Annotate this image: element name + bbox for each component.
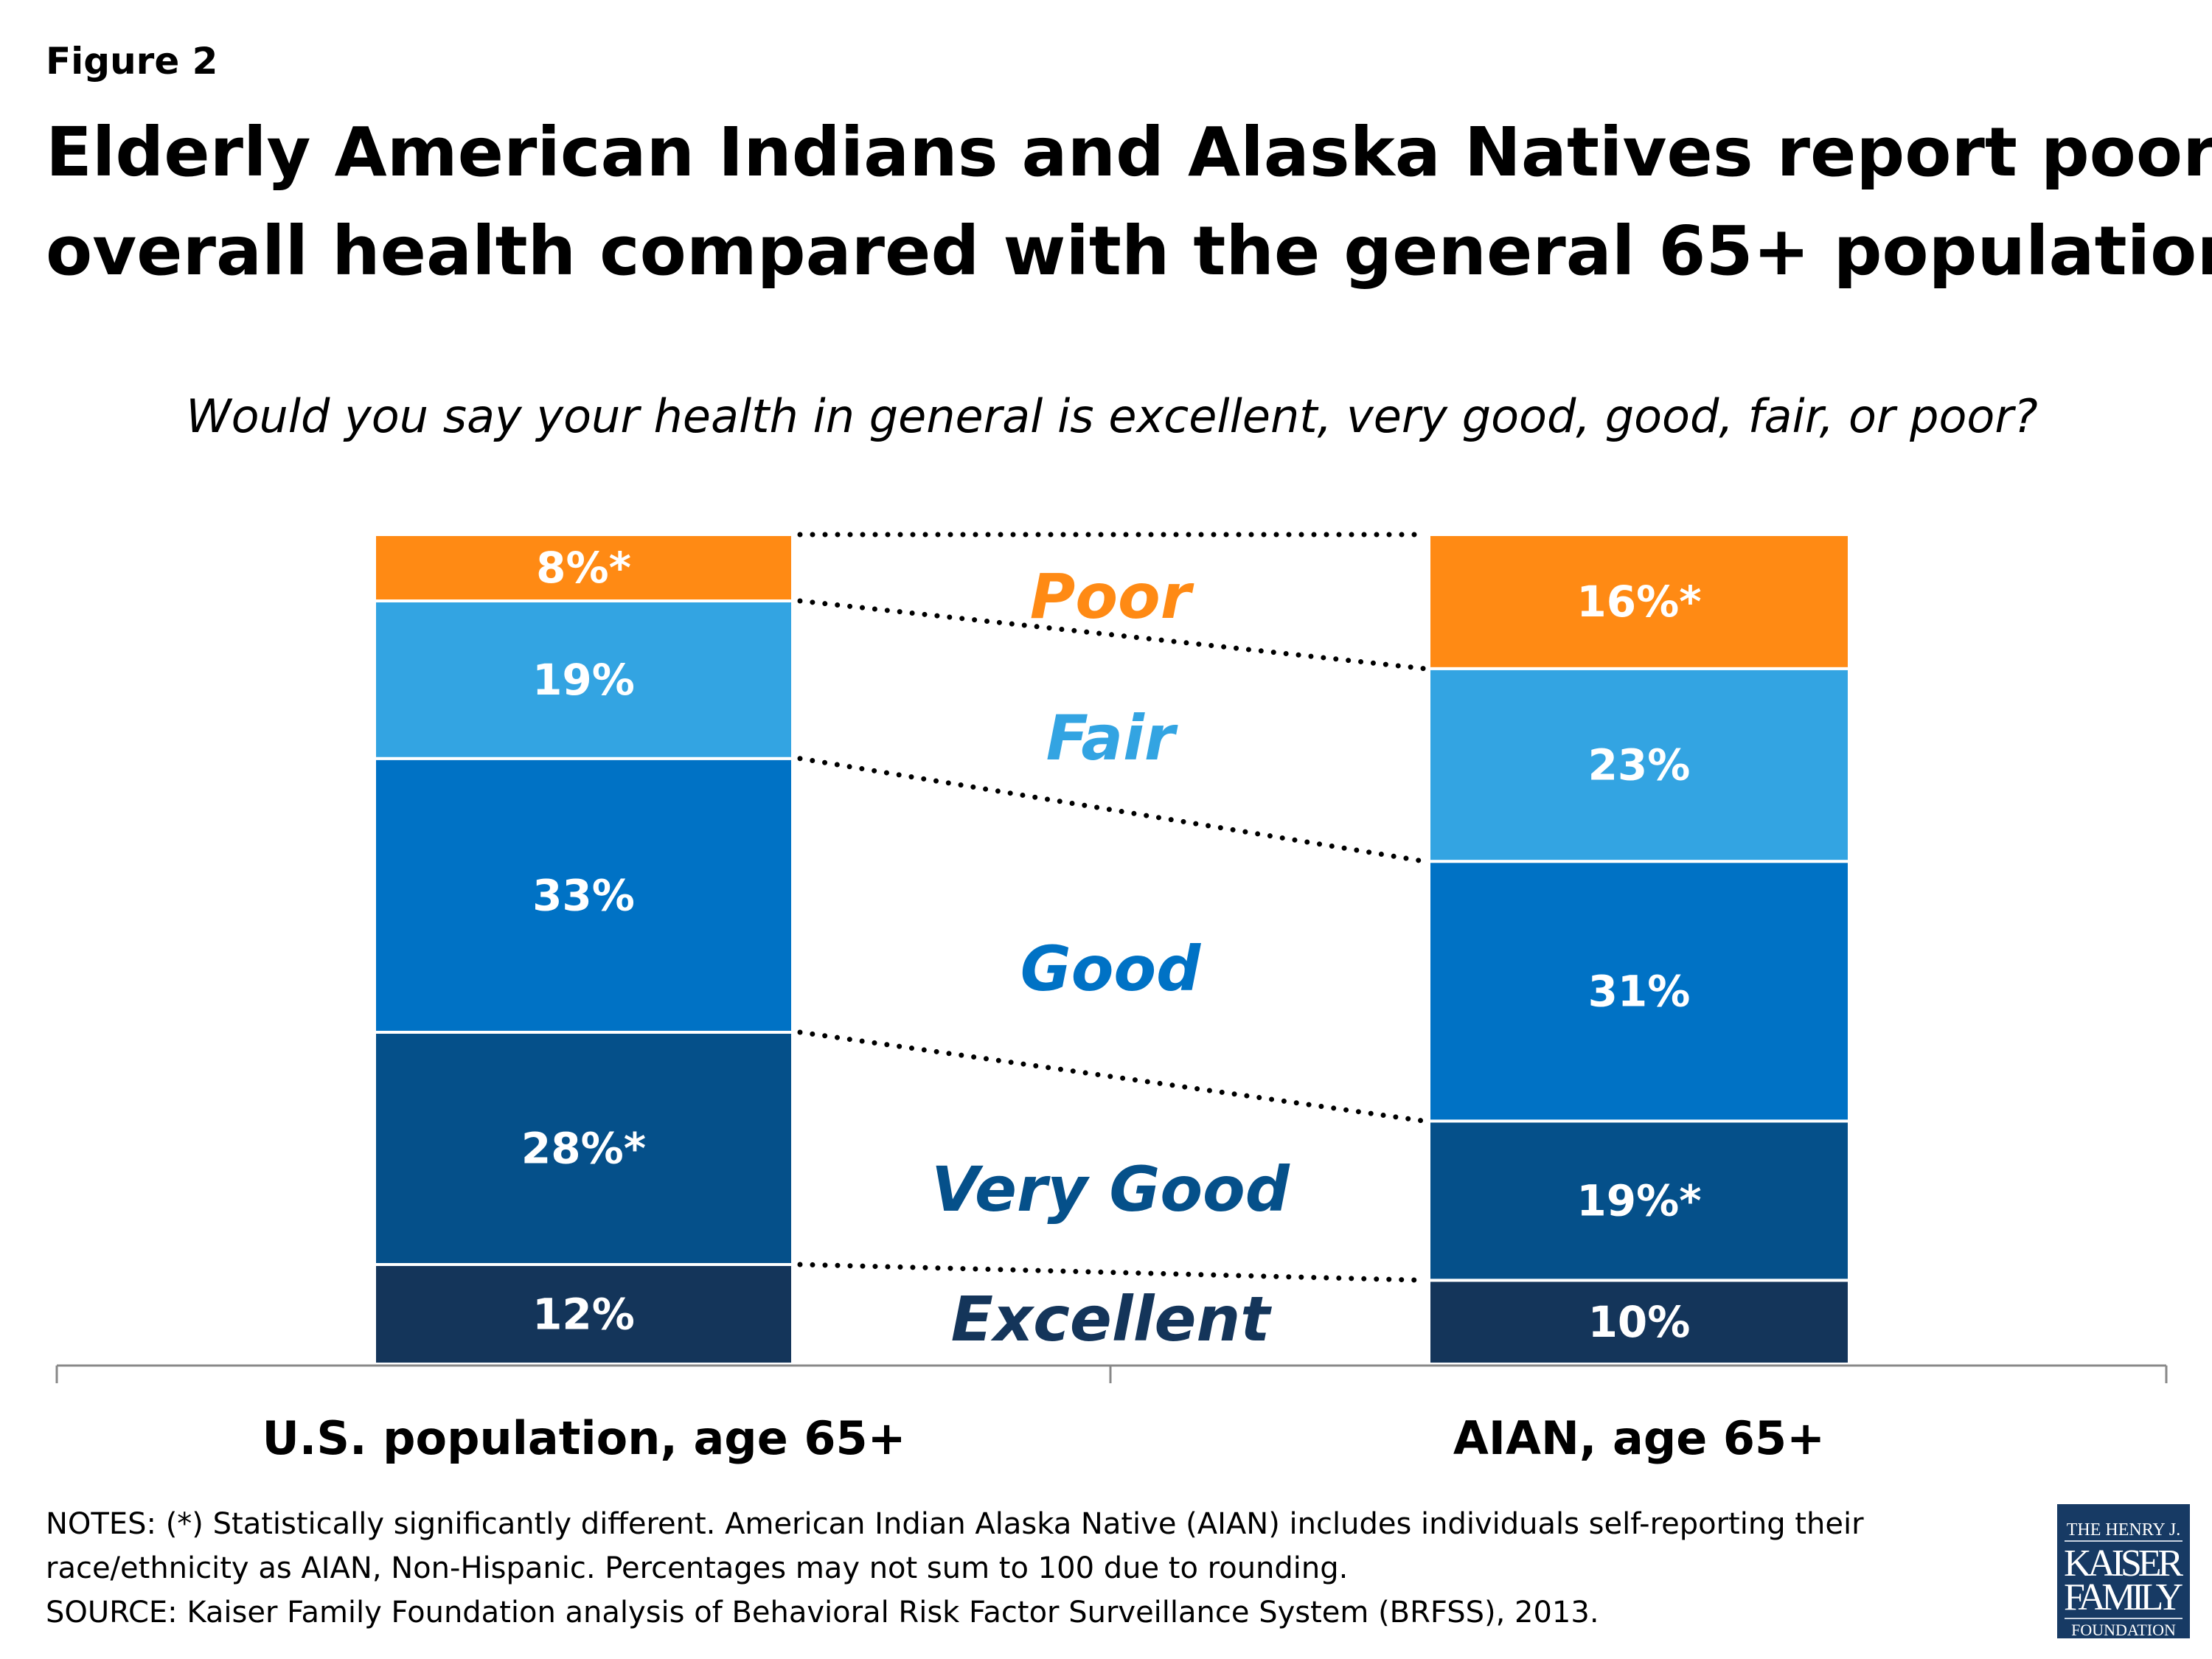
svg-text:KAISER: KAISER — [2064, 1543, 2183, 1585]
notes-line-1: NOTES: (*) Statistically significantly d… — [46, 1507, 1864, 1541]
x-tick-label: U.S. population, age 65+ — [262, 1411, 905, 1465]
bars: 12% 28%* 33% 19% 8%* 10% 19%* 31% 23% 16%* — [373, 533, 1851, 1366]
bar-segment-fair — [373, 599, 794, 760]
connector-line — [797, 1262, 1427, 1283]
legend-label-good: Good — [1020, 933, 1201, 1005]
bar-segment-fair — [1427, 667, 1851, 863]
legend-label-very-good: Very Good — [931, 1153, 1290, 1225]
legend-label-fair: Fair — [1046, 702, 1178, 774]
x-tick-label: AIAN, age 65+ — [1453, 1411, 1825, 1465]
legend-label-poor: Poor — [1030, 560, 1194, 633]
data-label: 10% — [1588, 1297, 1691, 1347]
connector-line — [797, 756, 1427, 864]
data-label: 28%* — [521, 1124, 646, 1174]
svg-text:THE HENRY J.: THE HENRY J. — [2067, 1520, 2180, 1540]
connector-lines — [797, 532, 1427, 1283]
figure-label: Figure 2 — [46, 40, 218, 83]
kff-logo: THE HENRY J. KAISER FAMILY FOUNDATION — [2057, 1504, 2190, 1639]
bar-segment-very-good — [1427, 1119, 1851, 1282]
connector-line — [797, 598, 1427, 672]
data-label: 19%* — [1576, 1175, 1701, 1225]
category-labels: Excellent Very Good Good Fair Poor — [931, 560, 1290, 1355]
data-label: 23% — [1588, 740, 1691, 790]
bar-segment-excellent — [1427, 1279, 1851, 1366]
bar-segment-poor — [1427, 533, 1851, 670]
data-label: 19% — [532, 655, 635, 705]
svg-text:FOUNDATION: FOUNDATION — [2071, 1621, 2176, 1639]
bar-segment-poor — [373, 533, 794, 602]
svg-text:FAMILY: FAMILY — [2064, 1576, 2183, 1618]
legend-label-excellent: Excellent — [951, 1283, 1273, 1355]
data-label: 31% — [1588, 966, 1691, 1016]
subtitle: Would you say your health in general is … — [186, 389, 2037, 443]
source-line: SOURCE: Kaiser Family Foundation analysi… — [46, 1596, 1599, 1630]
data-label: 16%* — [1576, 577, 1701, 627]
notes-line-2: race/ethnicity as AIAN, Non-Hispanic. Pe… — [46, 1551, 1348, 1585]
data-label: 12% — [532, 1290, 635, 1340]
title-line-1: Elderly American Indians and Alaska Nati… — [46, 113, 2212, 192]
title-line-2: overall health compared with the general… — [46, 212, 2212, 291]
bar-segment-good — [373, 757, 794, 1034]
connector-line — [797, 1029, 1427, 1124]
bar-segment-excellent — [373, 1263, 794, 1366]
bar-segment-good — [1427, 860, 1851, 1123]
data-label: 8%* — [536, 543, 631, 593]
data-label: 33% — [532, 870, 635, 920]
